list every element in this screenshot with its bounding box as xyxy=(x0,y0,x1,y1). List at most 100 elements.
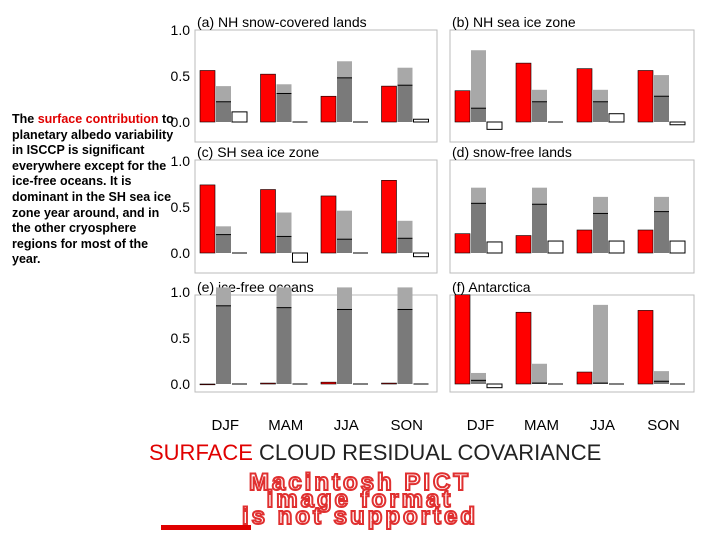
bar-surface-5-2 xyxy=(576,371,593,385)
x-tick-label-4-3: SON xyxy=(390,417,423,434)
bar-covariance-2-3 xyxy=(413,252,429,258)
bar-surface-2-2 xyxy=(320,195,337,254)
bar-residual-4-3 xyxy=(397,309,413,384)
bar-cloud-5-2 xyxy=(593,304,608,384)
bar-covariance-0-0 xyxy=(231,111,248,123)
bar-residual-1-2 xyxy=(593,101,608,122)
bar-covariance-3-3 xyxy=(669,240,686,254)
x-tick-label-5-1: MAM xyxy=(524,417,559,434)
bar-covariance-1-3 xyxy=(669,121,686,126)
bar-surface-3-3 xyxy=(637,229,654,254)
bar-residual-2-0 xyxy=(216,234,231,253)
x-tick-label-4-1: MAM xyxy=(268,417,303,434)
panel-title-2: (c) SH sea ice zone xyxy=(197,144,319,160)
bar-surface-4-2 xyxy=(320,381,337,385)
albedo-bar-charts: (a) NH snow-covered lands 1.0 0.5 0.0 (b) NH… xyxy=(171,14,695,434)
bar-residual-0-3 xyxy=(397,85,413,122)
bar-covariance-0-3 xyxy=(413,118,429,123)
x-tick-label-4-0: DJF xyxy=(212,417,240,434)
legend-cloud: CLOUD xyxy=(252,440,337,465)
bar-surface-5-3 xyxy=(637,310,654,385)
bar-surface-1-2 xyxy=(576,68,593,123)
bar-surface-2-3 xyxy=(381,180,397,254)
bar-residual-5-3 xyxy=(654,381,669,384)
bar-surface-0-0 xyxy=(199,70,216,123)
panel-frame-2 xyxy=(194,159,438,274)
bar-residual-2-2 xyxy=(337,239,352,253)
bar-surface-5-1 xyxy=(515,311,532,385)
bar-residual-0-2 xyxy=(337,77,352,122)
bar-surface-4-0 xyxy=(199,383,216,386)
y-tick-label-2-0: 1.0 xyxy=(171,153,191,169)
chart-legend: SURFACE CLOUD RESIDUAL COVARIANCE xyxy=(149,440,601,466)
bar-surface-0-1 xyxy=(260,73,276,123)
bar-surface-3-0 xyxy=(454,233,471,254)
legend-covariance: COVARIANCE xyxy=(451,440,602,465)
bar-surface-2-1 xyxy=(260,189,276,254)
bar-covariance-3-0 xyxy=(486,241,503,254)
bar-surface-4-1 xyxy=(260,382,276,385)
y-tick-label-4-1: 0.5 xyxy=(171,330,191,346)
bar-surface-1-3 xyxy=(637,70,654,123)
panel-title-1: (b) NH sea ice zone xyxy=(452,14,576,30)
bar-covariance-1-0 xyxy=(486,121,503,130)
bar-surface-3-2 xyxy=(576,229,593,254)
bar-cloud-5-1 xyxy=(532,363,547,384)
placeholder-line-3: is not supported xyxy=(241,503,478,530)
panel-frame-5 xyxy=(449,294,695,393)
bar-surface-1-1 xyxy=(515,62,532,123)
panel-frame-4 xyxy=(194,294,438,393)
legend-surface: SURFACE xyxy=(149,440,253,465)
panel-title-3: (d) snow-free lands xyxy=(452,144,572,160)
bar-residual-3-2 xyxy=(593,213,608,253)
y-tick-label-0-1: 0.5 xyxy=(171,68,191,84)
x-tick-label-5-3: SON xyxy=(647,417,680,434)
accent-underline xyxy=(161,525,251,530)
bar-covariance-1-2 xyxy=(608,113,625,123)
y-tick-label-0-0: 1.0 xyxy=(171,22,191,38)
bar-residual-3-3 xyxy=(654,211,669,253)
bar-residual-0-1 xyxy=(276,93,292,122)
bar-residual-1-3 xyxy=(654,96,669,122)
panel-title-4: (e) ice-free oceans xyxy=(197,279,314,295)
bar-surface-4-3 xyxy=(381,382,397,385)
bar-cloud-1-0 xyxy=(471,50,486,122)
x-tick-label-5-2: JJA xyxy=(590,417,615,434)
panel-frame-3 xyxy=(449,159,695,274)
panel-frame-0 xyxy=(194,29,438,143)
pict-unsupported-placeholder: Macintosh PICT image format is not suppo… xyxy=(50,470,670,530)
bar-residual-2-1 xyxy=(276,236,292,253)
bar-residual-5-0 xyxy=(471,380,486,384)
y-tick-label-2-2: 0.0 xyxy=(171,245,191,261)
bar-surface-5-0 xyxy=(454,294,471,385)
panel-title-0: (a) NH snow-covered lands xyxy=(197,14,367,30)
bar-residual-1-0 xyxy=(471,108,486,122)
bar-residual-3-0 xyxy=(471,203,486,253)
description-text: The surface contribution to planetary al… xyxy=(12,112,178,268)
bar-covariance-3-2 xyxy=(608,240,625,254)
description-highlight: surface contribution xyxy=(37,112,159,126)
x-tick-label-4-2: JJA xyxy=(334,417,359,434)
bar-cloud-5-0 xyxy=(471,372,486,384)
description-after: to planetary albedo variability in ISCCP… xyxy=(12,112,174,267)
legend-residual: RESIDUAL xyxy=(336,440,452,465)
panel-frame-1 xyxy=(449,29,695,143)
bar-residual-4-1 xyxy=(276,307,292,384)
bar-residual-3-1 xyxy=(532,204,547,253)
bar-surface-0-3 xyxy=(381,85,397,123)
bar-surface-3-1 xyxy=(515,235,532,254)
y-tick-label-4-2: 0.0 xyxy=(171,376,191,392)
panel-title-5: (f) Antarctica xyxy=(452,279,531,295)
y-tick-label-4-0: 1.0 xyxy=(171,284,191,300)
bar-surface-2-0 xyxy=(199,184,216,254)
bar-covariance-2-1 xyxy=(292,252,308,263)
y-tick-label-0-2: 0.0 xyxy=(171,114,191,130)
bar-residual-0-0 xyxy=(216,101,231,122)
bar-covariance-5-0 xyxy=(486,383,503,389)
bar-covariance-3-1 xyxy=(547,240,564,254)
bar-surface-0-2 xyxy=(320,95,337,123)
y-tick-label-2-1: 0.5 xyxy=(171,199,191,215)
bar-surface-1-0 xyxy=(454,90,471,123)
bar-residual-4-2 xyxy=(337,309,352,384)
x-tick-label-5-0: DJF xyxy=(467,417,495,434)
